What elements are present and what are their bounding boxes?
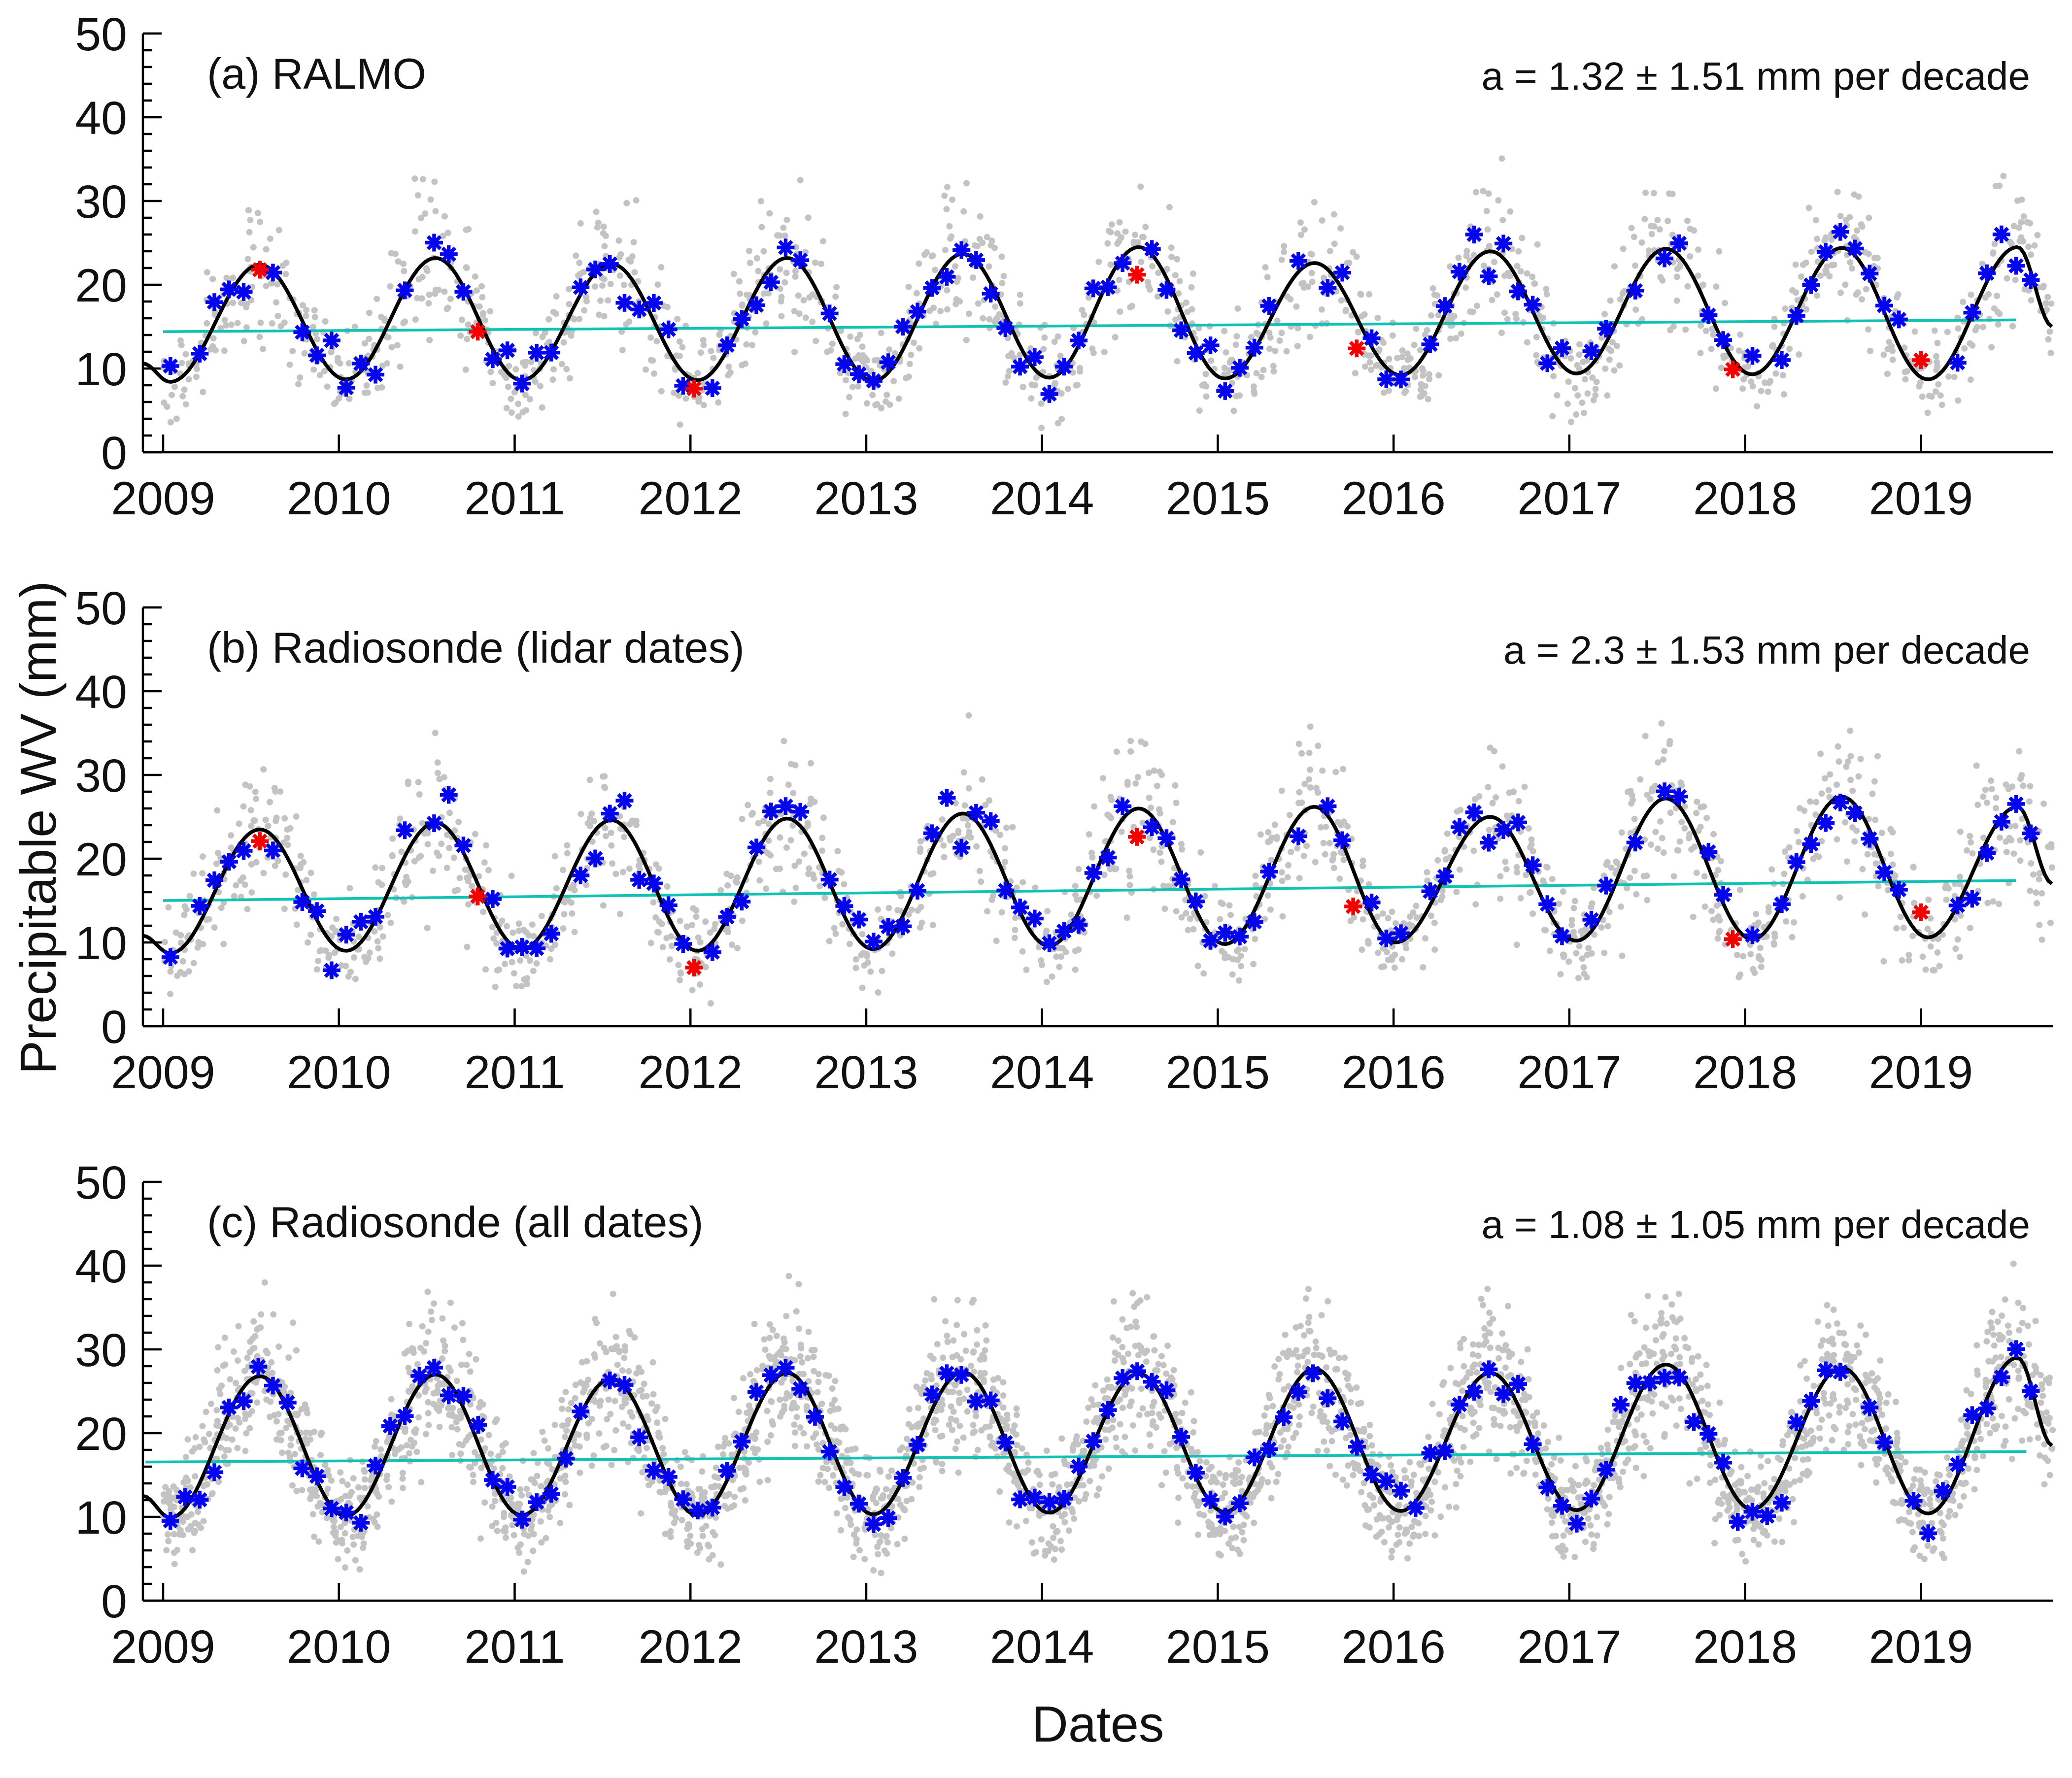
panel-b: 0 10 20 30 40 50 2009 2010 2011 2012 2013 2014 2015 2…: [75, 582, 2056, 1099]
y-tick-label: 20: [75, 1408, 127, 1460]
y-tick-label: 10: [75, 917, 127, 970]
panel-a-flagged-points: [251, 261, 1930, 398]
panel-a-tick-labels: 0 10 20 30 40 50 2009 2010 2011 2012 2013 2014 2015 2…: [75, 8, 1973, 525]
x-tick-label: 2013: [814, 1046, 918, 1099]
y-tick-label: 50: [75, 1157, 127, 1209]
panel-b-trend-annotation: a = 2.3 ± 1.53 mm per decade: [1503, 628, 2030, 672]
y-tick-label: 30: [75, 750, 127, 802]
panel-c-trend-line: [145, 1450, 2027, 1464]
x-tick-label: 2013: [814, 472, 918, 525]
x-tick-label: 2018: [1693, 1046, 1797, 1099]
y-tick-label: 20: [75, 260, 127, 312]
x-tick-label: 2015: [1166, 472, 1270, 525]
y-tick-label: 10: [75, 1492, 127, 1544]
x-tick-label: 2011: [464, 1046, 565, 1099]
x-tick-label: 2017: [1517, 1621, 1621, 1673]
panel-c: 0 10 20 30 40 50 2009 2010 2011 2012 2013 2014 2015 2…: [75, 1157, 2056, 1673]
x-tick-label: 2009: [111, 472, 215, 525]
x-tick-label: 2014: [990, 1046, 1094, 1099]
y-tick-label: 20: [75, 834, 127, 886]
panel-b-title: (b) Radiosonde (lidar dates): [207, 623, 745, 672]
x-tick-label: 2016: [1342, 1621, 1446, 1673]
x-tick-label: 2019: [1869, 472, 1973, 525]
panel-a: 0 10 20 30 40 50 2009 2010 2011 2012 2013 2014 2015 2…: [75, 8, 2055, 525]
x-tick-label: 2012: [639, 1621, 743, 1673]
y-tick-label: 0: [101, 427, 127, 479]
x-tick-label: 2016: [1342, 1046, 1446, 1099]
y-tick-label: 10: [75, 343, 127, 396]
x-tick-label: 2014: [990, 1621, 1094, 1673]
x-tick-label: 2014: [990, 472, 1094, 525]
panel-b-monthly-means: [161, 782, 2040, 979]
x-axis-label: Dates: [1031, 1696, 1164, 1752]
y-tick-label: 30: [75, 176, 127, 228]
panel-a-trend-annotation: a = 1.32 ± 1.51 mm per decade: [1481, 54, 2030, 98]
x-tick-label: 2010: [287, 472, 391, 525]
x-tick-label: 2016: [1342, 472, 1446, 525]
y-axis-label: Precipitable WV (mm): [10, 581, 67, 1074]
x-tick-label: 2018: [1693, 1621, 1797, 1673]
panel-c-trend-annotation: a = 1.08 ± 1.05 mm per decade: [1481, 1203, 2030, 1246]
panel-a-axes: [141, 32, 2053, 454]
x-tick-label: 2018: [1693, 472, 1797, 525]
y-tick-label: 40: [75, 92, 127, 144]
x-tick-label: 2009: [111, 1046, 215, 1099]
x-tick-label: 2013: [814, 1621, 918, 1673]
y-tick-label: 40: [75, 666, 127, 718]
panel-c-monthly-means: [161, 1340, 2040, 1543]
x-tick-label: 2010: [287, 1621, 391, 1673]
x-tick-label: 2009: [111, 1621, 215, 1673]
panel-c-tick-labels: 0 10 20 30 40 50 2009 2010 2011 2012 2013 2014 2015 2…: [75, 1157, 1973, 1673]
y-tick-label: 40: [75, 1241, 127, 1293]
panel-a-daily-dots: [160, 155, 2055, 432]
y-tick-label: 0: [101, 1001, 127, 1053]
y-tick-label: 30: [75, 1324, 127, 1376]
x-tick-label: 2010: [287, 1046, 391, 1099]
x-tick-label: 2017: [1517, 1046, 1621, 1099]
x-tick-label: 2019: [1869, 1046, 1973, 1099]
x-tick-label: 2015: [1166, 1046, 1270, 1099]
panel-a-title: (a) RALMO: [207, 49, 426, 98]
x-tick-label: 2012: [639, 472, 743, 525]
panel-c-axes: [141, 1180, 2053, 1602]
x-tick-label: 2019: [1869, 1621, 1973, 1673]
x-tick-label: 2011: [464, 1621, 565, 1673]
x-tick-label: 2011: [464, 472, 565, 525]
x-tick-label: 2015: [1166, 1621, 1270, 1673]
y-tick-label: 50: [75, 582, 127, 635]
panel-a-monthly-means: [161, 223, 2040, 403]
y-tick-label: 50: [75, 8, 127, 61]
panel-b-axes: [141, 606, 2053, 1028]
x-tick-label: 2017: [1517, 472, 1621, 525]
panel-b-tick-labels: 0 10 20 30 40 50 2009 2010 2011 2012 2013 2014 2015 2…: [75, 582, 1973, 1099]
panel-b-flagged-points: [251, 828, 1930, 976]
x-tick-label: 2012: [639, 1046, 743, 1099]
panel-c-title: (c) Radiosonde (all dates): [207, 1198, 704, 1246]
y-tick-label: 0: [101, 1576, 127, 1628]
